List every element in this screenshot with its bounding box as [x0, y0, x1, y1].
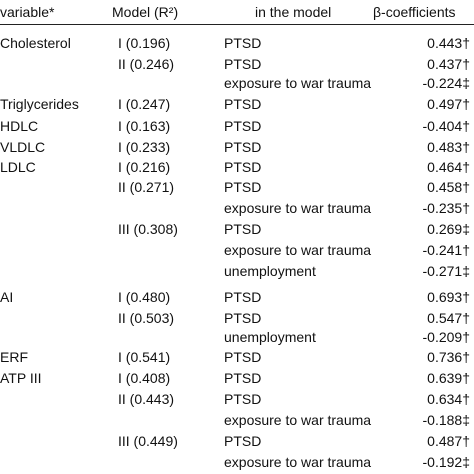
- beta-cell: -0.188‡: [422, 412, 470, 428]
- header-cell: β-coefficients: [373, 4, 456, 20]
- model-cell: III (0.308): [118, 221, 178, 237]
- variable-cell: ERF: [0, 349, 28, 365]
- model-cell: II (0.443): [118, 391, 175, 407]
- variable-cell: AI: [0, 289, 14, 305]
- beta-cell: -0.271‡: [422, 263, 470, 279]
- model-cell: II (0.503): [118, 310, 175, 326]
- factor-cell: PTSD: [224, 56, 262, 72]
- variable-cell: HDLC: [0, 118, 39, 134]
- factor-cell: PTSD: [224, 221, 262, 237]
- beta-cell: 0.639†: [427, 370, 470, 386]
- variable-cell: LDLC: [0, 159, 36, 175]
- factor-cell: PTSD: [224, 159, 262, 175]
- beta-cell: 0.634†: [427, 391, 470, 407]
- factor-cell: PTSD: [224, 96, 262, 112]
- factor-cell: PTSD: [224, 391, 262, 407]
- model-cell: II (0.246): [118, 56, 175, 72]
- header-cell: variable*: [0, 4, 55, 20]
- factor-cell: PTSD: [224, 370, 262, 386]
- beta-cell: 0.483†: [427, 139, 470, 155]
- beta-cell: -0.404†: [422, 118, 470, 134]
- variable-cell: Cholesterol: [0, 35, 71, 51]
- factor-cell: exposure to war trauma: [224, 412, 372, 428]
- beta-cell: 0.497†: [427, 96, 470, 112]
- beta-cell: -0.192‡: [422, 454, 470, 470]
- model-cell: I (0.163): [118, 118, 171, 134]
- factor-cell: PTSD: [224, 433, 262, 449]
- variable-cell: ATP III: [0, 370, 42, 386]
- model-cell: I (0.408): [118, 370, 171, 386]
- beta-cell: 0.547†: [427, 310, 470, 326]
- beta-cell: 0.443†: [427, 35, 470, 51]
- model-cell: I (0.216): [118, 159, 171, 175]
- factor-cell: exposure to war trauma: [224, 75, 372, 91]
- factor-cell: PTSD: [224, 349, 262, 365]
- beta-cell: -0.235†: [422, 200, 470, 216]
- model-cell: III (0.449): [118, 433, 178, 449]
- model-cell: I (0.541): [118, 349, 171, 365]
- factor-cell: exposure to war trauma: [224, 200, 372, 216]
- beta-cell: 0.736†: [427, 349, 470, 365]
- factor-cell: PTSD: [224, 35, 262, 51]
- factor-cell: unemployment: [224, 263, 316, 279]
- factor-cell: exposure to war trauma: [224, 454, 372, 470]
- factor-cell: PTSD: [224, 118, 262, 134]
- factor-cell: PTSD: [224, 179, 262, 195]
- model-cell: II (0.271): [118, 179, 175, 195]
- model-cell: I (0.480): [118, 289, 171, 305]
- beta-cell: 0.269‡: [427, 221, 470, 237]
- factor-cell: unemployment: [224, 329, 316, 345]
- factor-cell: PTSD: [224, 289, 262, 305]
- model-cell: I (0.247): [118, 96, 171, 112]
- beta-cell: 0.458†: [427, 179, 470, 195]
- model-cell: I (0.233): [118, 139, 171, 155]
- beta-cell: 0.437†: [427, 56, 470, 72]
- model-cell: I (0.196): [118, 35, 171, 51]
- variable-cell: Triglycerides: [0, 96, 79, 112]
- header-rule: [0, 24, 474, 25]
- factor-cell: PTSD: [224, 310, 262, 326]
- header-cell: Model (R²): [112, 4, 179, 20]
- factor-cell: exposure to war trauma: [224, 242, 372, 258]
- beta-cell: -0.209†: [422, 329, 470, 345]
- beta-cell: -0.241†: [422, 242, 470, 258]
- variable-cell: VLDLC: [0, 139, 46, 155]
- factor-cell: PTSD: [224, 139, 262, 155]
- header-cell: in the model: [255, 4, 332, 20]
- beta-cell: 0.693†: [427, 289, 470, 305]
- beta-cell: 0.464†: [427, 159, 470, 175]
- beta-cell: -0.224‡: [422, 75, 470, 91]
- beta-cell: 0.487†: [427, 433, 470, 449]
